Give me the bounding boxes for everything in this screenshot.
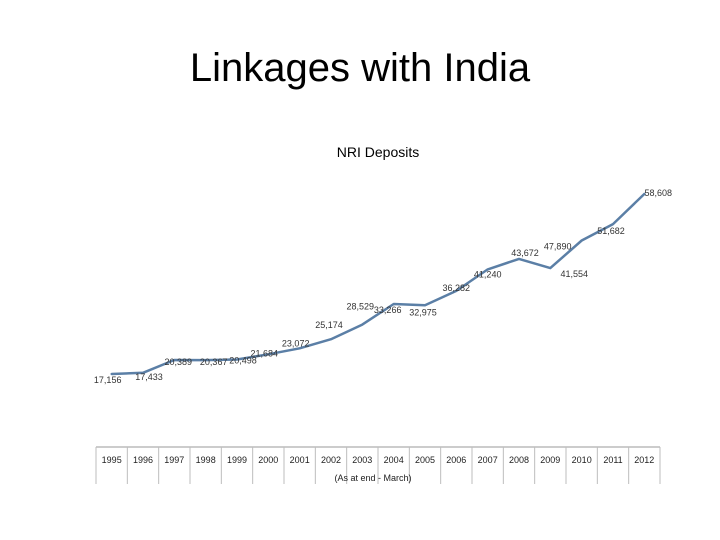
x-tick-label: 2008 — [509, 455, 529, 465]
x-tick-label: 2009 — [540, 455, 560, 465]
data-label: 51,682 — [597, 226, 625, 236]
x-tick-label: 2011 — [603, 455, 622, 465]
x-tick-label: 2002 — [321, 455, 341, 465]
data-label: 43,672 — [511, 248, 539, 258]
x-tick-label: 1996 — [133, 455, 153, 465]
data-label: 25,174 — [315, 320, 343, 330]
axis-frame — [95, 446, 661, 484]
data-label: 20,389 — [165, 357, 193, 367]
x-tick-label: 1995 — [102, 455, 122, 465]
x-tick-labels: 1995 1996 1997 1998 1999 2000 2001 2002 2003 2004… — [102, 455, 655, 465]
data-label: 47,890 — [544, 242, 572, 252]
slide-title: Linkages with India — [189, 46, 531, 90]
data-label: 41,554 — [561, 269, 589, 279]
data-label: 28,529 — [347, 302, 375, 312]
data-label: 32,975 — [409, 307, 437, 317]
series-line — [110, 192, 646, 376]
data-label: 17,156 — [94, 375, 122, 385]
data-label: 41,240 — [474, 269, 502, 279]
data-label: 21,684 — [251, 348, 279, 358]
data-label: 33,266 — [374, 305, 402, 315]
data-label: 20,367 — [200, 357, 228, 367]
x-tick-label: 2007 — [478, 455, 498, 465]
data-label: 23,072 — [282, 338, 310, 348]
x-tick-label: 2001 — [290, 455, 310, 465]
data-label: 58,608 — [645, 188, 673, 198]
data-label: 17,433 — [135, 372, 163, 382]
chart-title: NRI Deposits — [337, 144, 419, 160]
x-tick-label: 1997 — [164, 455, 184, 465]
x-tick-label: 2012 — [634, 455, 654, 465]
x-axis-title: (As at end - March) — [334, 473, 411, 483]
x-tick-label: 2004 — [384, 455, 404, 465]
data-label: 36,282 — [443, 283, 471, 293]
x-tick-label: 2005 — [415, 455, 435, 465]
x-tick-label: 1998 — [196, 455, 216, 465]
x-tick-label: 2000 — [258, 455, 278, 465]
x-tick-label: 1999 — [227, 455, 247, 465]
x-tick-label: 2006 — [446, 455, 466, 465]
data-label: 20,498 — [229, 356, 257, 366]
x-tick-label: 2003 — [352, 455, 372, 465]
x-tick-label: 2010 — [572, 455, 592, 465]
